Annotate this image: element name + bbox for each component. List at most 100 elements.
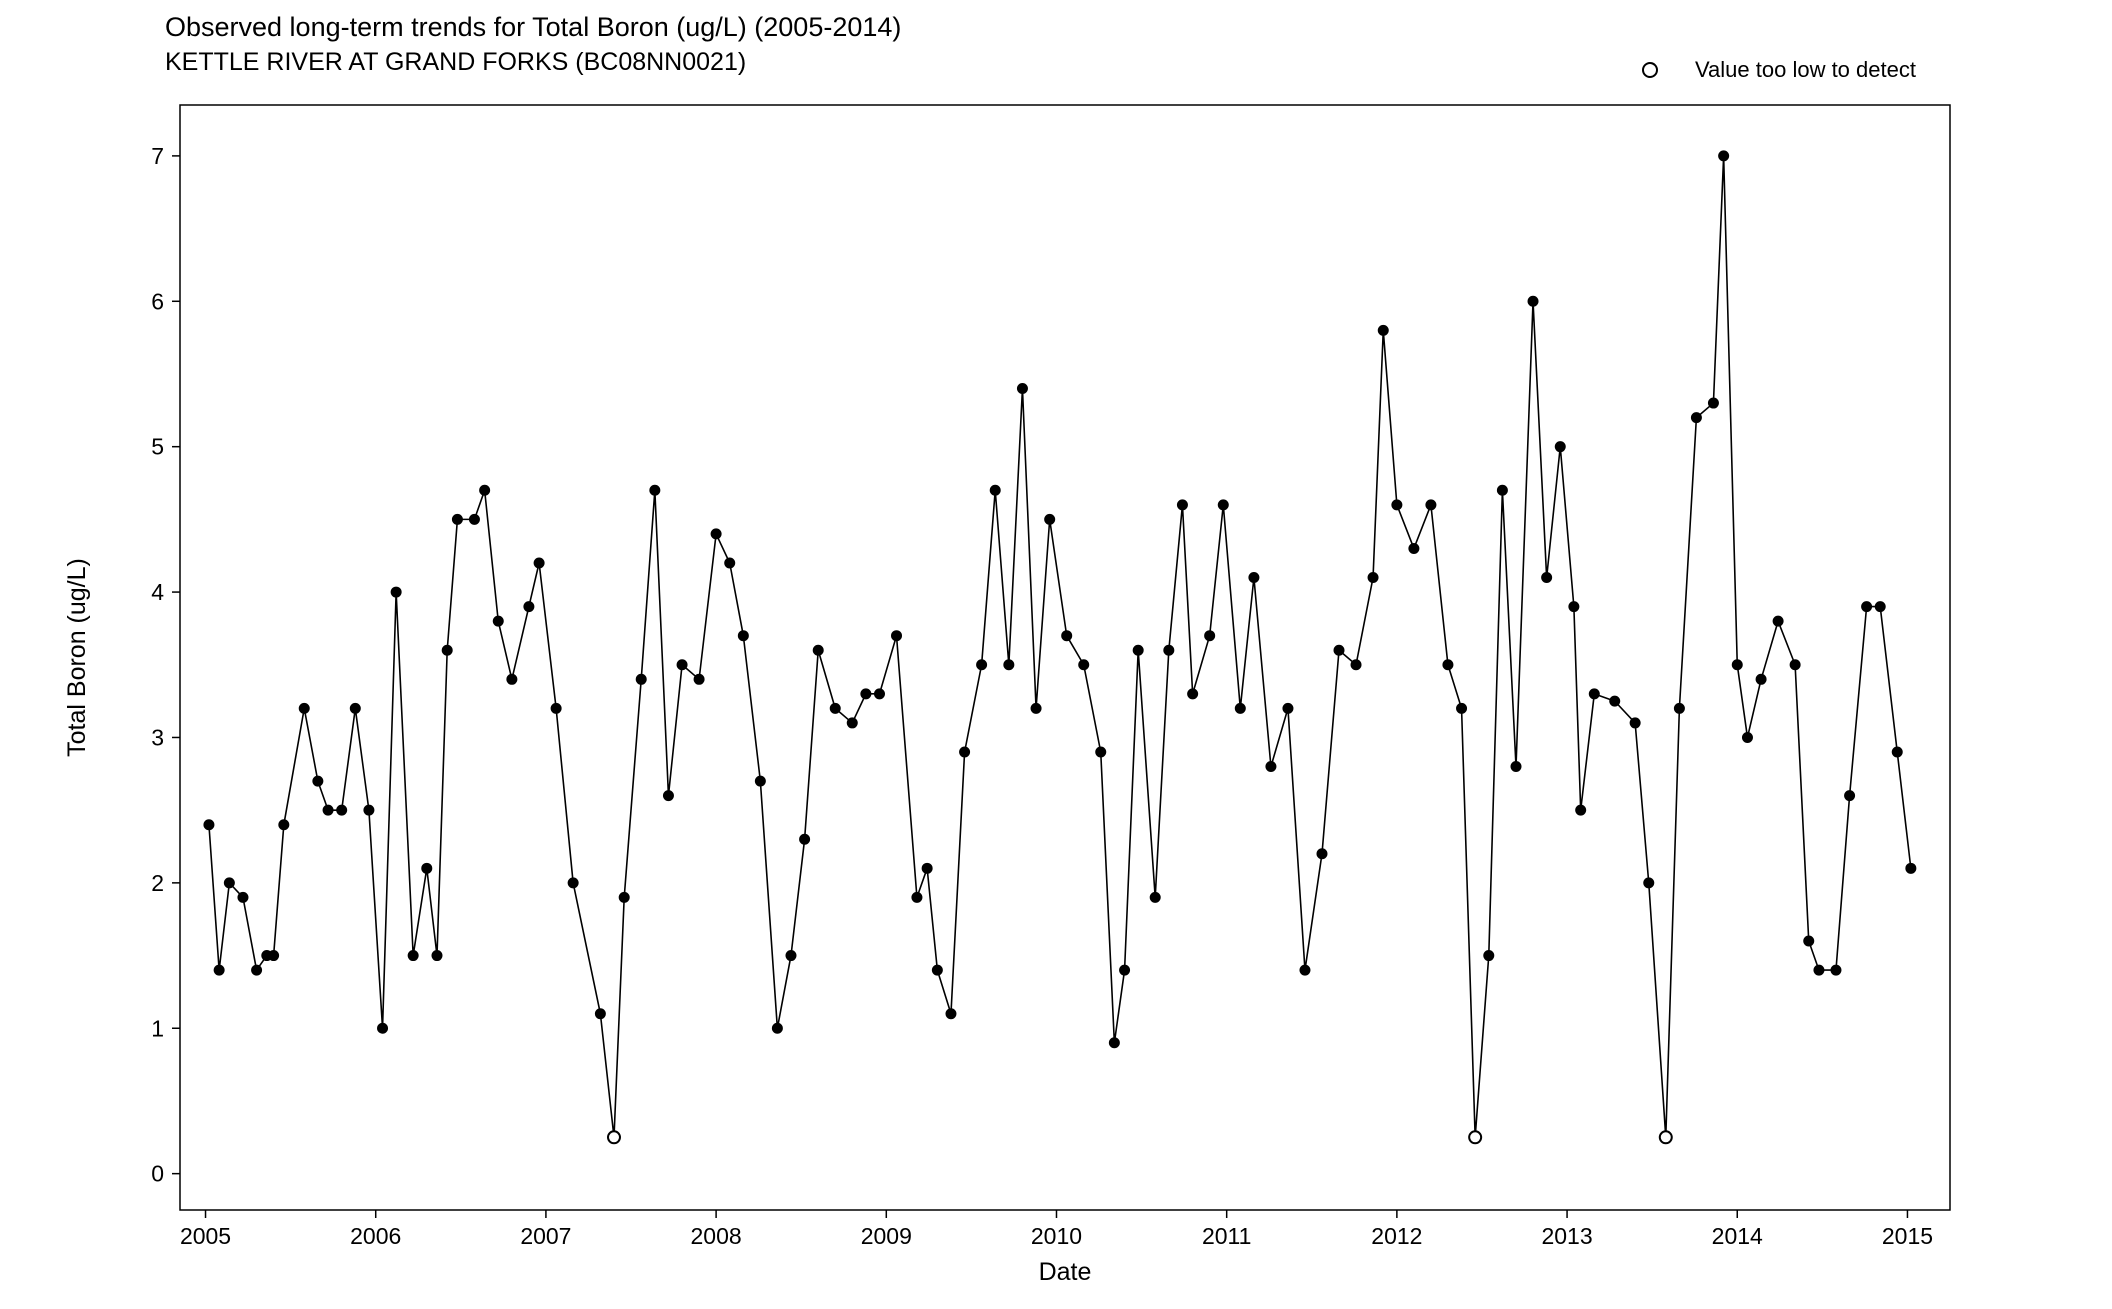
data-point: [214, 965, 224, 975]
data-point: [1719, 151, 1729, 161]
data-point: [977, 660, 987, 670]
plot-panel-border: [180, 105, 1950, 1210]
data-point: [650, 485, 660, 495]
y-axis: 01234567: [151, 143, 180, 1187]
data-point: [772, 1023, 782, 1033]
data-point: [224, 878, 234, 888]
data-point: [1497, 485, 1507, 495]
data-point: [1756, 674, 1766, 684]
x-tick-label: 2006: [350, 1223, 401, 1249]
data-point: [408, 951, 418, 961]
data-point: [1409, 543, 1419, 553]
data-point: [711, 529, 721, 539]
data-line: [209, 156, 1911, 1137]
data-points: [204, 151, 1916, 1143]
x-tick-label: 2011: [1202, 1223, 1251, 1249]
data-point: [442, 645, 452, 655]
data-point: [422, 863, 432, 873]
data-point: [452, 514, 462, 524]
data-point: [874, 689, 884, 699]
chart-title: Observed long-term trends for Total Boro…: [165, 12, 901, 42]
data-point: [847, 718, 857, 728]
data-point: [238, 892, 248, 902]
data-point: [694, 674, 704, 684]
data-point: [1177, 500, 1187, 510]
data-point: [1804, 936, 1814, 946]
data-point: [1511, 762, 1521, 772]
x-tick-label: 2015: [1882, 1223, 1933, 1249]
data-point: [755, 776, 765, 786]
data-point: [469, 514, 479, 524]
data-point: [1031, 703, 1041, 713]
data-point: [861, 689, 871, 699]
data-point: [1045, 514, 1055, 524]
y-tick-label: 4: [151, 579, 164, 605]
data-point: [1674, 703, 1684, 713]
data-point: [1814, 965, 1824, 975]
data-point: [1555, 442, 1565, 452]
data-point: [1742, 732, 1752, 742]
time-series-chart: Observed long-term trends for Total Boro…: [0, 0, 2112, 1309]
y-tick-label: 6: [151, 288, 164, 314]
x-tick-label: 2008: [691, 1223, 742, 1249]
data-point: [269, 951, 279, 961]
x-tick-label: 2007: [520, 1223, 571, 1249]
data-point: [1443, 660, 1453, 670]
data-point: [619, 892, 629, 902]
y-tick-label: 7: [151, 143, 164, 169]
data-point: [1906, 863, 1916, 873]
data-point: [1790, 660, 1800, 670]
data-point: [990, 485, 1000, 495]
data-point: [279, 820, 289, 830]
data-point: [636, 674, 646, 684]
x-tick-label: 2012: [1371, 1223, 1422, 1249]
data-point: [1862, 602, 1872, 612]
data-point: [946, 1009, 956, 1019]
data-point: [568, 878, 578, 888]
data-point: [480, 485, 490, 495]
x-axis: 2005200620072008200920102011201220132014…: [180, 1210, 1933, 1249]
data-point: [299, 703, 309, 713]
y-tick-label: 2: [151, 870, 164, 896]
data-point: [1317, 849, 1327, 859]
x-tick-label: 2009: [861, 1223, 912, 1249]
data-point: [534, 558, 544, 568]
data-point: [1542, 573, 1552, 583]
data-point: [813, 645, 823, 655]
data-point: [1062, 631, 1072, 641]
data-point: [1691, 413, 1701, 423]
data-point: [1283, 703, 1293, 713]
data-point: [507, 674, 517, 684]
data-point: [1249, 573, 1259, 583]
data-point: [432, 951, 442, 961]
data-point: [1300, 965, 1310, 975]
data-point-nondetect: [1469, 1131, 1481, 1143]
data-point: [1266, 762, 1276, 772]
data-point: [551, 703, 561, 713]
data-point: [391, 587, 401, 597]
data-point: [524, 602, 534, 612]
data-point: [323, 805, 333, 815]
legend: Value too low to detect: [1643, 57, 1916, 82]
data-point: [378, 1023, 388, 1033]
data-point: [1368, 573, 1378, 583]
legend-open-circle-icon: [1643, 63, 1657, 77]
x-tick-label: 2014: [1712, 1223, 1763, 1249]
data-point: [1188, 689, 1198, 699]
data-point: [1235, 703, 1245, 713]
data-point: [1630, 718, 1640, 728]
data-point: [1164, 645, 1174, 655]
data-point: [1334, 645, 1344, 655]
data-point: [960, 747, 970, 757]
data-point: [1773, 616, 1783, 626]
data-point: [922, 863, 932, 873]
x-tick-label: 2010: [1031, 1223, 1082, 1249]
data-point: [1644, 878, 1654, 888]
data-point: [1457, 703, 1467, 713]
data-point: [1017, 384, 1027, 394]
data-point: [595, 1009, 605, 1019]
data-point: [1831, 965, 1841, 975]
y-axis-label: Total Boron (ug/L): [63, 558, 91, 757]
data-point: [1378, 325, 1388, 335]
data-point: [1205, 631, 1215, 641]
